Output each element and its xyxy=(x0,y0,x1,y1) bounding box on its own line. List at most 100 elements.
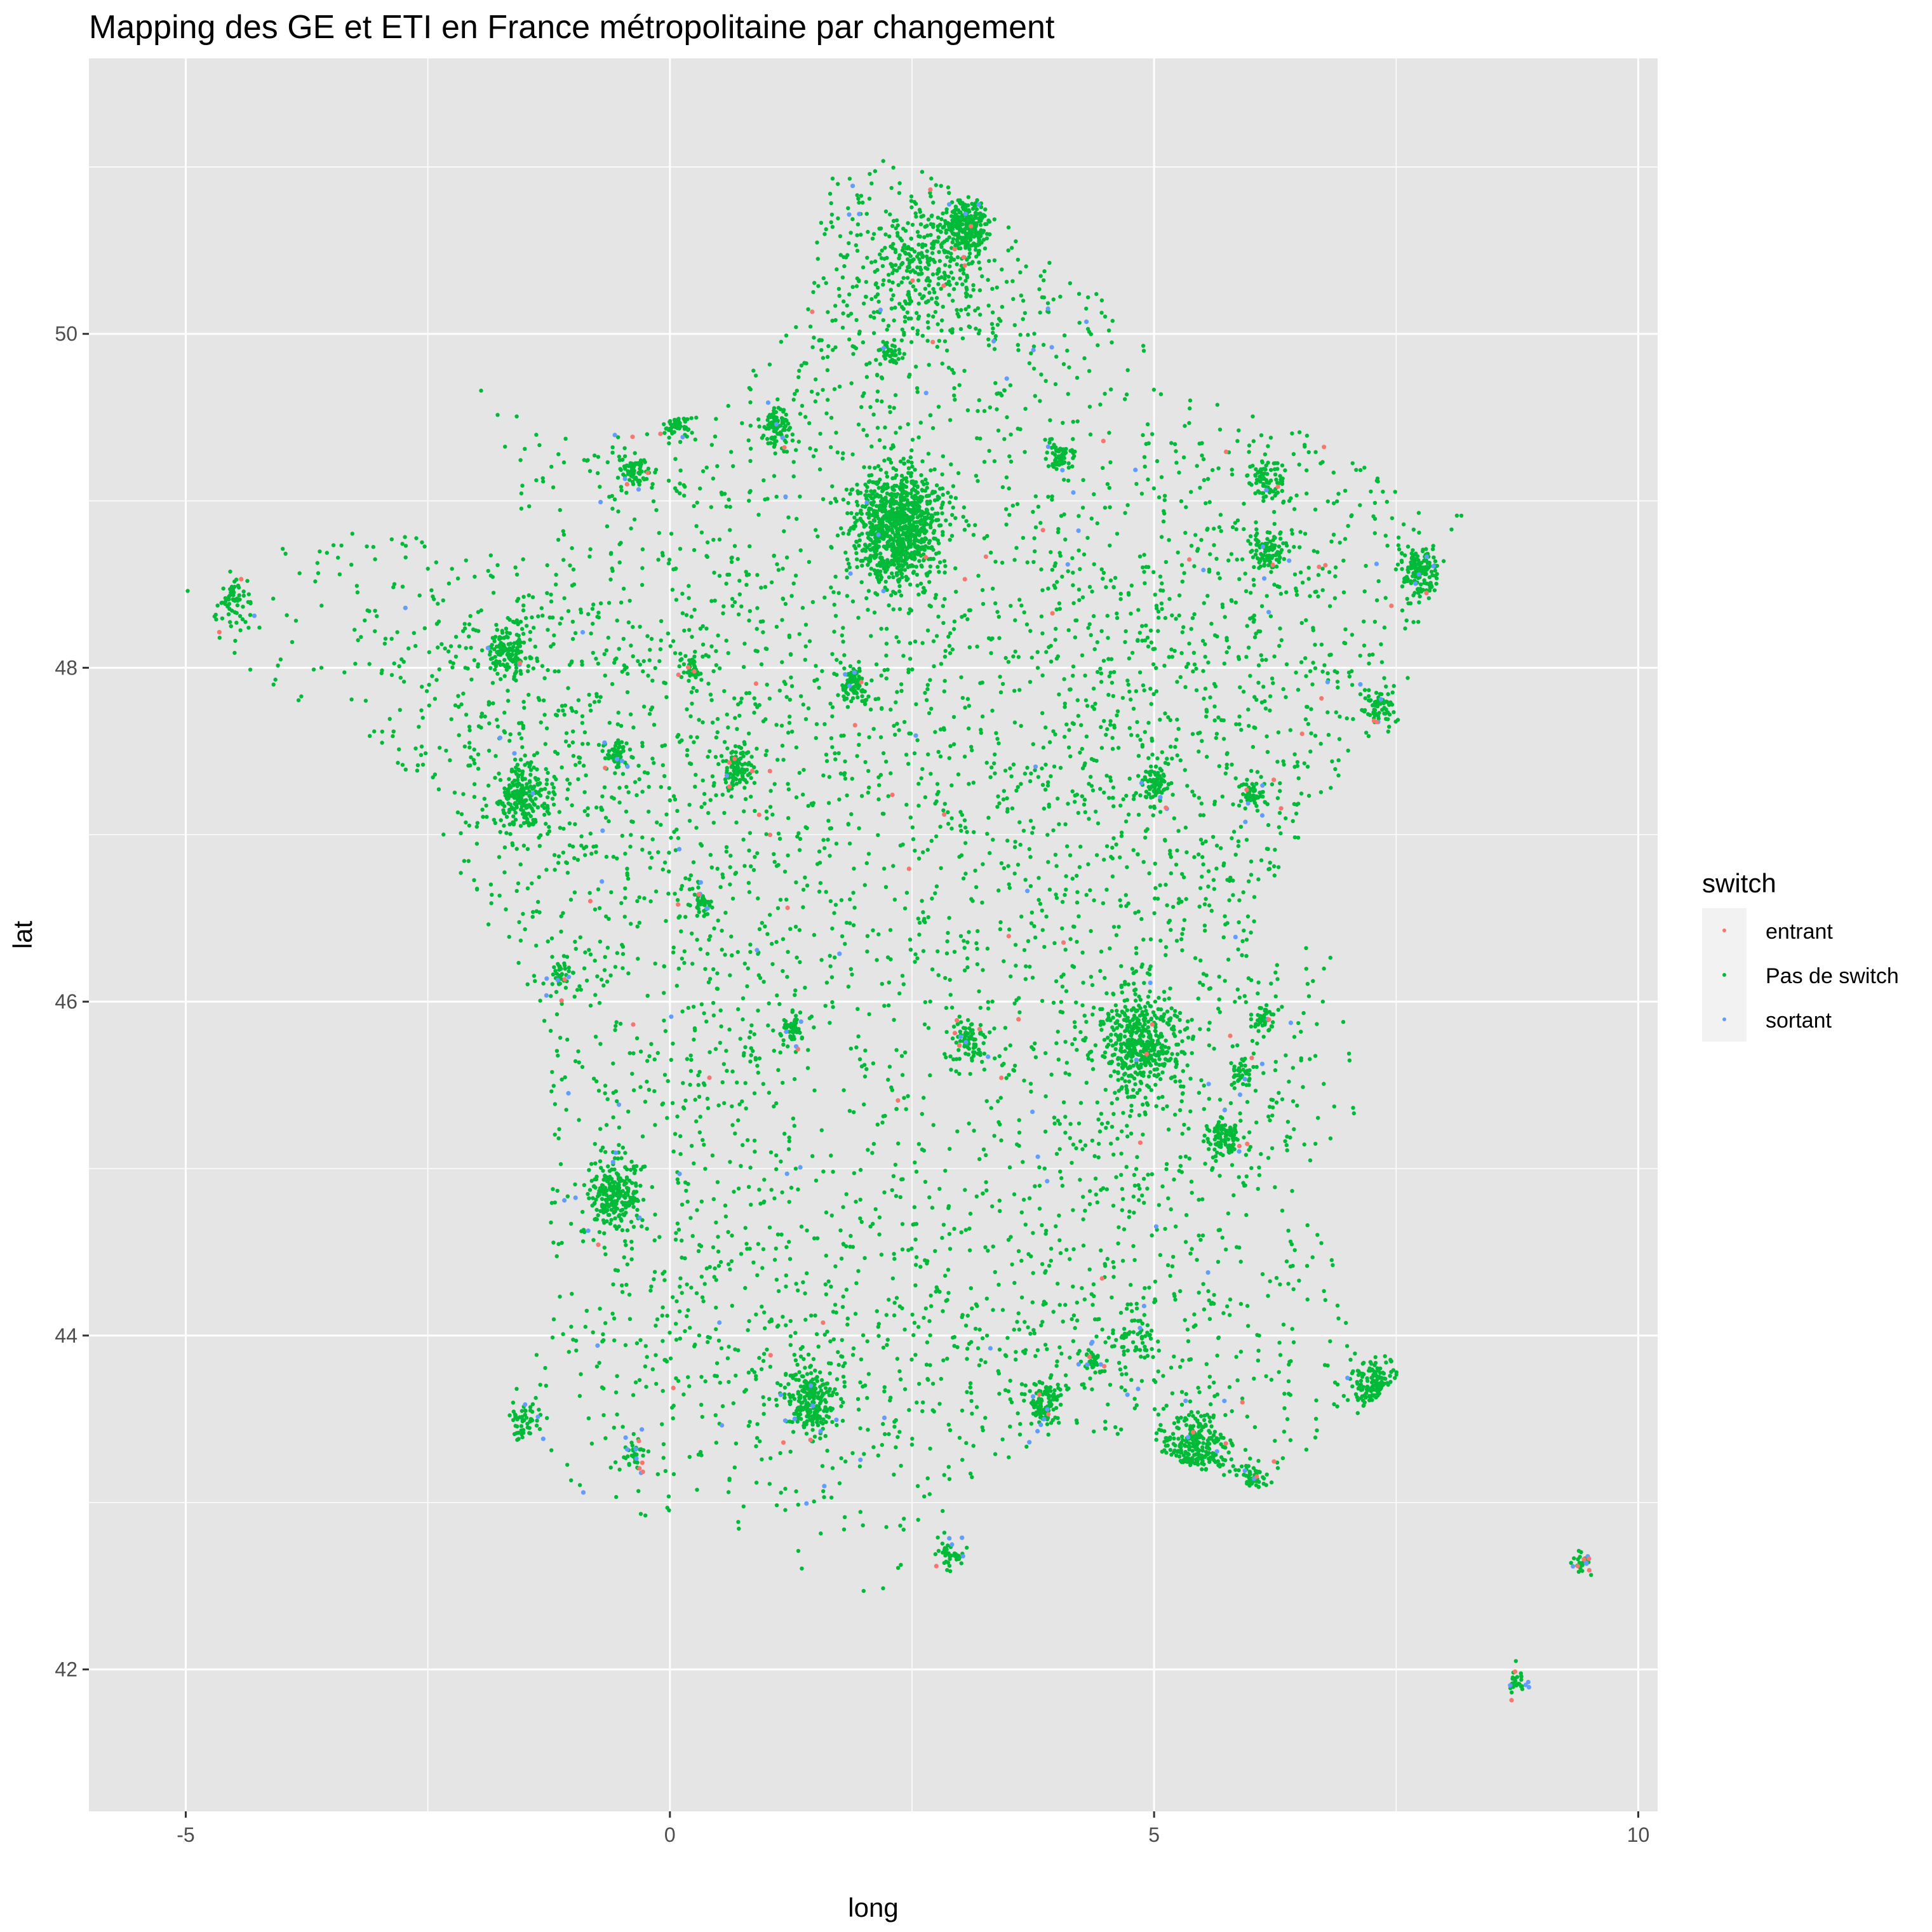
data-point-pas-de-switch xyxy=(1006,1389,1011,1393)
data-point-pas-de-switch xyxy=(888,212,892,217)
data-point-pas-de-switch xyxy=(680,591,685,596)
data-point-pas-de-switch xyxy=(1322,1289,1326,1294)
data-point-pas-de-switch xyxy=(1050,568,1055,572)
data-point-pas-de-switch xyxy=(864,362,869,366)
data-point-pas-de-switch xyxy=(1190,1036,1195,1042)
data-point-pas-de-switch xyxy=(913,1160,917,1165)
data-point-pas-de-switch xyxy=(1286,1282,1291,1286)
data-point-pas-de-switch xyxy=(1117,925,1121,929)
data-point-pas-de-switch xyxy=(650,756,655,761)
data-point-pas-de-switch xyxy=(654,1381,659,1386)
data-point-pas-de-switch xyxy=(929,1293,933,1298)
data-point-pas-de-switch xyxy=(1049,659,1054,664)
data-point-pas-de-switch xyxy=(1036,876,1041,880)
data-point-pas-de-switch xyxy=(1063,537,1068,542)
data-point-pas-de-switch xyxy=(1028,964,1032,969)
data-point-pas-de-switch xyxy=(1004,475,1009,480)
data-point-pas-de-switch xyxy=(1083,673,1087,678)
data-point-pas-de-switch xyxy=(620,669,624,674)
data-point-pas-de-switch xyxy=(904,1107,908,1111)
data-point-pas-de-switch xyxy=(1296,687,1301,692)
data-point-pas-de-switch xyxy=(1282,1392,1287,1396)
data-point-pas-de-switch xyxy=(947,1231,952,1237)
data-point-pas-de-switch xyxy=(1030,1300,1035,1305)
data-point-pas-de-switch xyxy=(933,1552,938,1557)
data-point-pas-de-switch xyxy=(830,1000,835,1005)
data-point-pas-de-switch xyxy=(692,740,696,744)
data-point-pas-de-switch xyxy=(1274,1276,1279,1280)
data-point-pas-de-switch xyxy=(1129,697,1133,702)
data-point-pas-de-switch xyxy=(678,481,682,486)
data-point-pas-de-switch xyxy=(963,825,968,830)
data-point-pas-de-switch xyxy=(1235,1245,1239,1249)
data-point-pas-de-switch xyxy=(497,894,502,898)
data-point-pas-de-switch xyxy=(1337,737,1342,741)
data-point-pas-de-switch xyxy=(854,1045,859,1050)
data-point-pas-de-switch xyxy=(1096,1117,1101,1122)
data-point-pas-de-switch xyxy=(602,1231,607,1236)
data-point-pas-de-switch xyxy=(567,781,572,786)
data-point-pas-de-switch xyxy=(922,1494,927,1499)
data-point-pas-de-switch xyxy=(803,657,808,662)
data-point-pas-de-switch xyxy=(443,646,447,651)
data-point-pas-de-switch xyxy=(624,809,629,814)
data-point-pas-de-switch xyxy=(422,626,427,631)
data-point-pas-de-switch xyxy=(1209,621,1214,626)
data-point-pas-de-switch xyxy=(829,975,835,979)
data-point-pas-de-switch xyxy=(622,915,627,919)
data-point-pas-de-switch xyxy=(1223,771,1228,776)
data-point-pas-de-switch xyxy=(271,682,276,687)
data-point-pas-de-switch xyxy=(1179,1099,1184,1104)
data-point-pas-de-switch xyxy=(1110,1125,1115,1129)
data-point-pas-de-switch xyxy=(685,1199,690,1204)
data-point-pas-de-switch xyxy=(1148,687,1153,691)
data-point-pas-de-switch xyxy=(977,989,981,994)
data-point-pas-de-switch xyxy=(816,284,821,288)
data-point-pas-de-switch xyxy=(801,702,806,707)
data-point-pas-de-switch xyxy=(862,391,866,396)
data-point-pas-de-switch xyxy=(727,1379,731,1385)
data-point-pas-de-switch xyxy=(1266,1114,1271,1119)
data-point-pas-de-switch xyxy=(852,345,857,349)
data-point-pas-de-switch xyxy=(625,690,630,695)
data-point-pas-de-switch xyxy=(563,1075,567,1080)
data-point-pas-de-switch xyxy=(913,1263,918,1267)
data-point-pas-de-switch xyxy=(891,466,896,471)
data-point-pas-de-switch xyxy=(1104,844,1110,849)
data-point-pas-de-switch xyxy=(796,1187,800,1192)
data-point-pas-de-switch xyxy=(815,1236,820,1240)
data-point-pas-de-switch xyxy=(941,808,946,813)
data-point-pas-de-switch xyxy=(1226,957,1231,962)
data-point-pas-de-switch xyxy=(1346,523,1350,528)
data-point-pas-de-switch xyxy=(1351,717,1355,721)
data-point-pas-de-switch xyxy=(1101,570,1106,575)
data-point-pas-de-switch xyxy=(604,648,609,653)
data-point-pas-de-switch xyxy=(319,666,324,670)
data-point-pas-de-switch xyxy=(1266,444,1270,448)
data-point-pas-de-switch xyxy=(784,333,789,338)
data-point-pas-de-switch xyxy=(917,932,922,937)
data-point-pas-de-switch xyxy=(1181,1091,1185,1096)
data-point-pas-de-switch xyxy=(1059,1352,1064,1356)
data-point-pas-de-switch xyxy=(845,705,850,709)
data-point-pas-de-switch xyxy=(1250,1038,1255,1043)
data-point-pas-de-switch xyxy=(1416,511,1421,515)
data-point-pas-de-switch xyxy=(1259,604,1265,608)
data-point-pas-de-switch xyxy=(722,492,727,496)
data-point-pas-de-switch xyxy=(690,931,694,936)
data-point-pas-de-switch xyxy=(781,567,785,571)
data-point-pas-de-switch xyxy=(875,1309,880,1313)
data-point-pas-de-switch xyxy=(1367,688,1371,692)
data-point-pas-de-switch xyxy=(897,589,902,594)
data-point-pas-de-switch xyxy=(863,760,868,765)
data-point-pas-de-switch xyxy=(466,859,471,863)
data-point-pas-de-switch xyxy=(664,1359,669,1364)
data-point-pas-de-switch xyxy=(518,458,523,462)
data-point-pas-de-switch xyxy=(429,588,434,593)
data-point-pas-de-switch xyxy=(1291,1340,1296,1345)
data-point-pas-de-switch xyxy=(890,1188,894,1193)
data-point-pas-de-switch xyxy=(638,1049,643,1054)
data-point-pas-de-switch xyxy=(965,940,970,944)
data-point-pas-de-switch xyxy=(979,730,984,735)
data-point-pas-de-switch xyxy=(621,951,626,956)
